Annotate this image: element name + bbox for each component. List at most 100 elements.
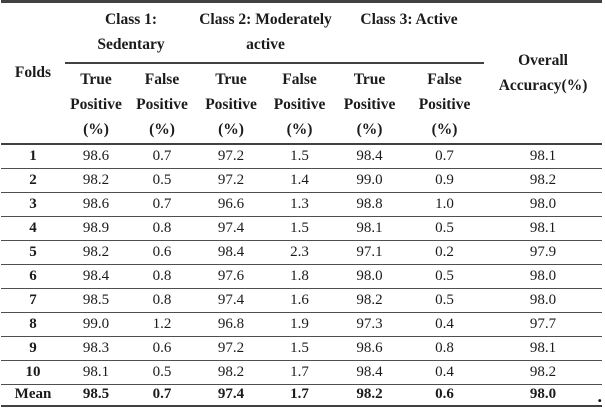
fold-label: 1	[29, 147, 37, 164]
value-cell: 0.7	[152, 147, 172, 164]
value-cell: 98.2	[356, 291, 383, 308]
value-cell: 0.7	[152, 386, 172, 403]
value-cell: 0.9	[435, 171, 454, 188]
folds-column-header: Folds	[14, 64, 52, 81]
class-header-row: Folds Class 1: Sedentary Class 2: Modera…	[1, 1, 602, 94]
table-row: 10 98.1 0.5 98.2 1.7 98.4 0.4 98.2	[1, 360, 603, 384]
value-cell: 98.0	[529, 267, 557, 284]
value-cell: 98.1	[529, 339, 557, 356]
value-cell: 0.6	[152, 243, 172, 260]
value-cell: 97.2	[217, 339, 245, 356]
table-row: 1 98.6 0.7 97.2 1.5 98.4 0.7 98.1	[1, 144, 603, 168]
class2-true-positive-header: True Positive (%)	[205, 71, 257, 138]
overall-accuracy-header: Overall Accuracy(%)	[498, 52, 588, 94]
value-cell: 1.3	[290, 195, 309, 212]
class1-false-positive-header: False Positive (%)	[136, 71, 188, 138]
value-cell: 0.5	[435, 267, 454, 284]
value-cell: 98.0	[356, 267, 383, 284]
value-cell: 98.6	[356, 339, 383, 356]
value-cell: 98.2	[529, 171, 557, 188]
fold-label: 9	[29, 339, 37, 356]
value-cell: 0.7	[435, 147, 454, 164]
value-cell: 0.5	[152, 363, 172, 380]
class1-true-positive-header: True Positive (%)	[70, 71, 122, 138]
value-cell: 98.1	[82, 363, 110, 380]
fold-label: 2	[29, 171, 37, 188]
value-cell: 98.8	[356, 195, 383, 212]
value-cell: 98.4	[356, 147, 383, 164]
fold-label: 7	[29, 291, 37, 308]
fold-label: Mean	[14, 386, 52, 403]
table-row: 8 99.0 1.2 96.8 1.9 97.3 0.4 97.7	[1, 312, 603, 336]
value-cell: 1.8	[290, 267, 309, 284]
value-cell: 97.4	[217, 291, 245, 308]
value-cell: 0.8	[435, 339, 454, 356]
subheader-row: True Positive (%) False Positive (%) Tru…	[1, 63, 602, 144]
table-row: Mean 98.5 0.7 97.4 1.7 98.2 0.6 98.0	[1, 384, 603, 406]
value-cell: 98.6	[82, 195, 110, 212]
fold-label: 4	[29, 219, 37, 236]
value-cell: 98.2	[217, 363, 245, 380]
value-cell: 99.0	[82, 315, 110, 332]
value-cell: 98.4	[356, 363, 383, 380]
value-cell: 97.4	[217, 219, 245, 236]
value-cell: 98.2	[356, 386, 383, 403]
value-cell: 98.1	[529, 219, 557, 236]
value-cell: 97.2	[217, 171, 245, 188]
value-cell: 0.2	[435, 243, 454, 260]
caption-period: .	[597, 386, 603, 406]
value-cell: 0.5	[152, 171, 172, 188]
value-cell: 98.1	[356, 219, 383, 236]
value-cell: 98.0	[529, 195, 557, 212]
value-cell: 0.8	[152, 291, 172, 308]
value-cell: 98.2	[529, 363, 557, 380]
value-cell: 98.1	[529, 147, 557, 164]
class1-header: Class 1: Sedentary	[65, 1, 198, 64]
value-cell: 1.0	[435, 195, 454, 212]
table-row: 7 98.5 0.8 97.4 1.6 98.2 0.5 98.0	[1, 288, 603, 312]
value-cell: 2.3	[290, 243, 309, 260]
value-cell: 0.6	[152, 339, 172, 356]
value-cell: 99.0	[356, 171, 383, 188]
value-cell: 1.5	[290, 147, 309, 164]
value-cell: 0.4	[435, 363, 454, 380]
value-cell: 98.0	[529, 291, 557, 308]
value-cell: 97.2	[217, 147, 245, 164]
value-cell: 97.9	[529, 243, 557, 260]
value-cell: 1.4	[290, 171, 309, 188]
value-cell: 98.5	[82, 386, 110, 403]
value-cell: 0.8	[152, 219, 172, 236]
value-cell: 97.1	[356, 243, 383, 260]
table-row: 6 98.4 0.8 97.6 1.8 98.0 0.5 98.0	[1, 264, 603, 288]
value-cell: 98.4	[217, 243, 245, 260]
value-cell: 0.6	[435, 386, 454, 403]
table-row: 5 98.2 0.6 98.4 2.3 97.1 0.2 97.9	[1, 240, 603, 264]
value-cell: 0.4	[435, 315, 454, 332]
class3-header: Class 3: Active	[334, 1, 485, 64]
value-cell: 97.3	[356, 315, 383, 332]
table-row: 2 98.2 0.5 97.2 1.4 99.0 0.9 98.2	[1, 168, 603, 192]
value-cell: 98.4	[82, 267, 110, 284]
value-cell: 98.3	[82, 339, 110, 356]
table-row: 9 98.3 0.6 97.2 1.5 98.6 0.8 98.1	[1, 336, 603, 360]
value-cell: 1.6	[290, 291, 309, 308]
class2-false-positive-header: False Positive (%)	[273, 71, 326, 138]
fold-label: 5	[29, 243, 37, 260]
value-cell: 98.2	[82, 171, 110, 188]
table-row: 4 98.9 0.8 97.4 1.5 98.1 0.5 98.1	[1, 216, 603, 240]
value-cell: 1.2	[152, 315, 172, 332]
value-cell: 1.5	[290, 219, 309, 236]
class2-header: Class 2: Moderately active	[197, 1, 335, 64]
value-cell: 98.0	[529, 386, 557, 403]
class3-true-positive-header: True Positive (%)	[343, 71, 396, 138]
value-cell: 98.5	[82, 291, 110, 308]
value-cell: 0.5	[435, 219, 454, 236]
value-cell: 1.7	[290, 363, 309, 380]
table-header: Folds Class 1: Sedentary Class 2: Modera…	[1, 1, 603, 144]
value-cell: 97.6	[217, 267, 245, 284]
value-cell: 98.9	[82, 219, 110, 236]
value-cell: 97.4	[217, 386, 245, 403]
fold-label: 3	[29, 195, 37, 212]
fold-label: 10	[25, 363, 41, 380]
